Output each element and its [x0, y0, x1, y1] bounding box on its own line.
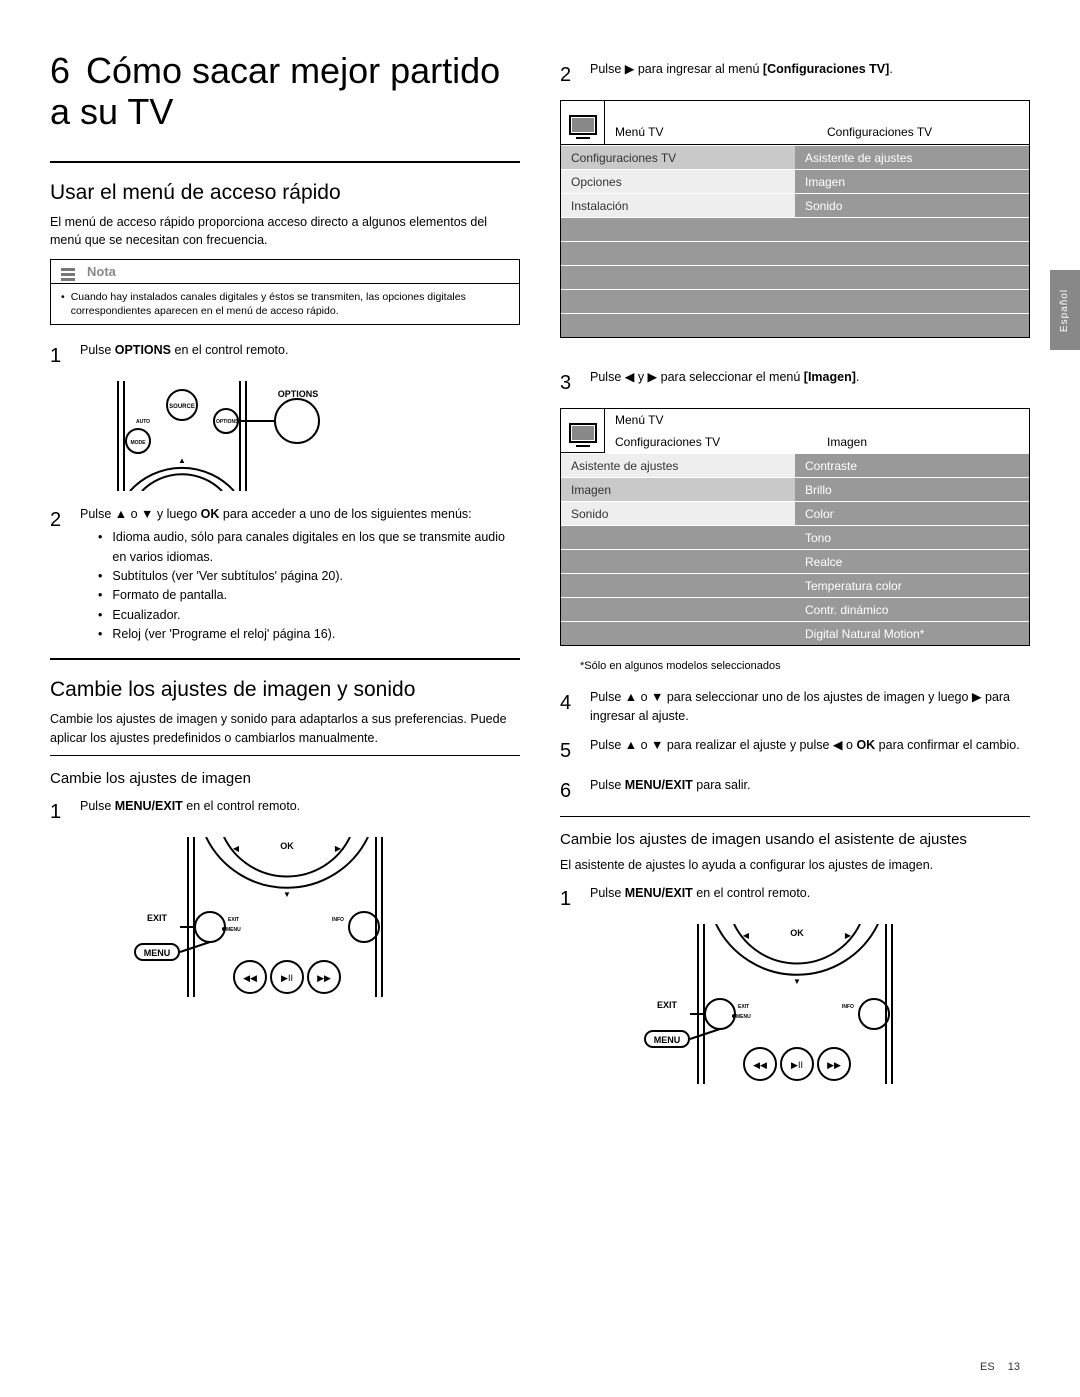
step: 2 Pulse ▲ o ▼ y luego OK para acceder a …	[50, 505, 520, 648]
note-label: Nota	[87, 264, 116, 279]
svg-text:MENU: MENU	[736, 1014, 751, 1020]
svg-text:▶: ▶	[845, 931, 852, 940]
menu-table-imagen: Menú TV Configuraciones TV Imagen Asiste…	[560, 408, 1030, 646]
step-text: Pulse ▶ para ingresar al menú [Conﬁgurac…	[590, 60, 893, 90]
step-text: Pulse MENU/EXIT para salir.	[590, 776, 750, 806]
svg-text:▼: ▼	[283, 890, 291, 899]
chapter-number: 6	[50, 50, 86, 91]
svg-text:EXIT: EXIT	[657, 1000, 678, 1010]
section-intro: El menú de acceso rápido proporciona acc…	[50, 213, 520, 249]
language-tab: Español	[1050, 270, 1080, 350]
svg-text:▶II: ▶II	[281, 973, 293, 983]
svg-text:▲: ▲	[178, 456, 186, 465]
svg-text:OK: OK	[280, 841, 294, 851]
remote-options-diagram: SOURCE AUTO OPTIONS MODE OPTIONS ▲	[50, 381, 360, 491]
step-text: Pulse ◀ y ▶ para seleccionar el menú [Im…	[590, 368, 859, 398]
svg-text:▶: ▶	[335, 844, 342, 853]
step-number: 1	[50, 797, 68, 827]
step-text: Pulse MENU/EXIT en el control remoto.	[80, 797, 300, 827]
footer-lang: ES	[980, 1361, 995, 1373]
chapter-title: Cómo sacar mejor partido a su TV	[50, 50, 500, 132]
svg-text:INFO: INFO	[332, 917, 344, 923]
step-text: Pulse MENU/EXIT en el control remoto.	[590, 884, 810, 914]
section-title: Usar el menú de acceso rápido	[50, 181, 520, 205]
remote-menu-diagram: MENU EXIT OK ◀ ▶ ▼ EXIT INFO MENU ◀◀ ▶II…	[80, 837, 410, 997]
step-number: 2	[560, 60, 578, 90]
step: 5 Pulse ▲ o ▼ para realizar el ajuste y …	[560, 736, 1030, 766]
table-header: Menú TV Configuraciones TV Imagen	[561, 409, 1029, 453]
table-footnote: *Sólo en algunos modelos seleccionados	[580, 660, 1030, 672]
svg-text:OPTIONS: OPTIONS	[216, 419, 239, 425]
step-bullets: Idioma audio, sólo para canales digitale…	[80, 528, 520, 644]
svg-text:▼: ▼	[793, 977, 801, 986]
subheading: Cambie los ajustes de imagen usando el a…	[560, 831, 1030, 848]
step-text: Pulse ▲ o ▼ para seleccionar uno de los …	[590, 688, 1030, 726]
note-header: Nota	[51, 260, 519, 284]
step-number: 6	[560, 776, 578, 806]
step: 1 Pulse MENU/EXIT en el control remoto.	[50, 797, 520, 827]
table-header: Menú TV Configuraciones TV	[561, 101, 1029, 145]
svg-text:MENU: MENU	[144, 948, 171, 958]
svg-text:MENU: MENU	[226, 927, 241, 933]
svg-text:◀: ◀	[743, 931, 750, 940]
remote-menu-diagram: MENU EXIT OK ◀ ▶ ▼ EXIT INFO MENU ◀◀ ▶II…	[590, 924, 920, 1084]
rule	[50, 658, 520, 660]
rule	[50, 755, 520, 756]
step-number: 1	[50, 341, 68, 371]
svg-text:MODE: MODE	[131, 440, 147, 446]
note-body: Cuando hay instalados canales digitales …	[51, 284, 519, 324]
left-column: 6Cómo sacar mejor partido a su TV Usar e…	[50, 50, 520, 1098]
section-intro: Cambie los ajustes de imagen y sonido pa…	[50, 710, 520, 746]
rule	[560, 816, 1030, 817]
svg-text:◀◀: ◀◀	[753, 1060, 767, 1070]
svg-text:▶▶: ▶▶	[827, 1060, 841, 1070]
svg-text:▶II: ▶II	[791, 1060, 803, 1070]
svg-text:EXIT: EXIT	[228, 917, 239, 923]
svg-text:▶▶: ▶▶	[317, 973, 331, 983]
menu-table-config: Menú TV Configuraciones TV Configuracion…	[560, 100, 1030, 338]
step-number: 3	[560, 368, 578, 398]
note-box: Nota Cuando hay instalados canales digit…	[50, 259, 520, 325]
subheading: Cambie los ajustes de imagen	[50, 770, 520, 787]
svg-text:EXIT: EXIT	[147, 913, 168, 923]
tv-icon	[561, 101, 605, 144]
note-icon	[61, 268, 79, 276]
step-number: 4	[560, 688, 578, 726]
step-number: 5	[560, 736, 578, 766]
step-text: Pulse ▲ o ▼ y luego OK para acceder a un…	[80, 507, 472, 521]
step-number: 2	[50, 505, 68, 648]
right-column: 2 Pulse ▶ para ingresar al menú [Conﬁgur…	[560, 50, 1030, 1098]
rule	[50, 161, 520, 163]
language-tab-label: Español	[1060, 288, 1071, 331]
page-footer: ES 13	[980, 1361, 1020, 1373]
step: 4 Pulse ▲ o ▼ para seleccionar uno de lo…	[560, 688, 1030, 726]
assist-intro: El asistente de ajustes lo ayuda a conﬁg…	[560, 856, 1030, 874]
step: 3 Pulse ◀ y ▶ para seleccionar el menú […	[560, 368, 1030, 398]
tv-icon	[561, 409, 605, 452]
note-text: Cuando hay instalados canales digitales …	[71, 290, 509, 318]
step-text: Pulse ▲ o ▼ para realizar el ajuste y pu…	[590, 736, 1020, 766]
step: 1 Pulse MENU/EXIT en el control remoto.	[560, 884, 1030, 914]
svg-text:AUTO: AUTO	[136, 419, 150, 425]
svg-text:◀: ◀	[233, 844, 240, 853]
step-text: Pulse OPTIONS en el control remoto.	[80, 341, 288, 371]
footer-page: 13	[1008, 1361, 1020, 1373]
svg-text:MENU: MENU	[654, 1035, 681, 1045]
svg-text:EXIT: EXIT	[738, 1004, 749, 1010]
chapter-heading: 6Cómo sacar mejor partido a su TV	[50, 50, 520, 133]
step: 1 Pulse OPTIONS en el control remoto.	[50, 341, 520, 371]
svg-text:OK: OK	[790, 928, 804, 938]
svg-text:◀◀: ◀◀	[243, 973, 257, 983]
step-number: 1	[560, 884, 578, 914]
step: 6 Pulse MENU/EXIT para salir.	[560, 776, 1030, 806]
step: 2 Pulse ▶ para ingresar al menú [Conﬁgur…	[560, 60, 1030, 90]
section-title: Cambie los ajustes de imagen y sonido	[50, 678, 520, 702]
svg-text:INFO: INFO	[842, 1004, 854, 1010]
svg-text:SOURCE: SOURCE	[169, 404, 195, 410]
svg-text:OPTIONS: OPTIONS	[278, 389, 319, 399]
